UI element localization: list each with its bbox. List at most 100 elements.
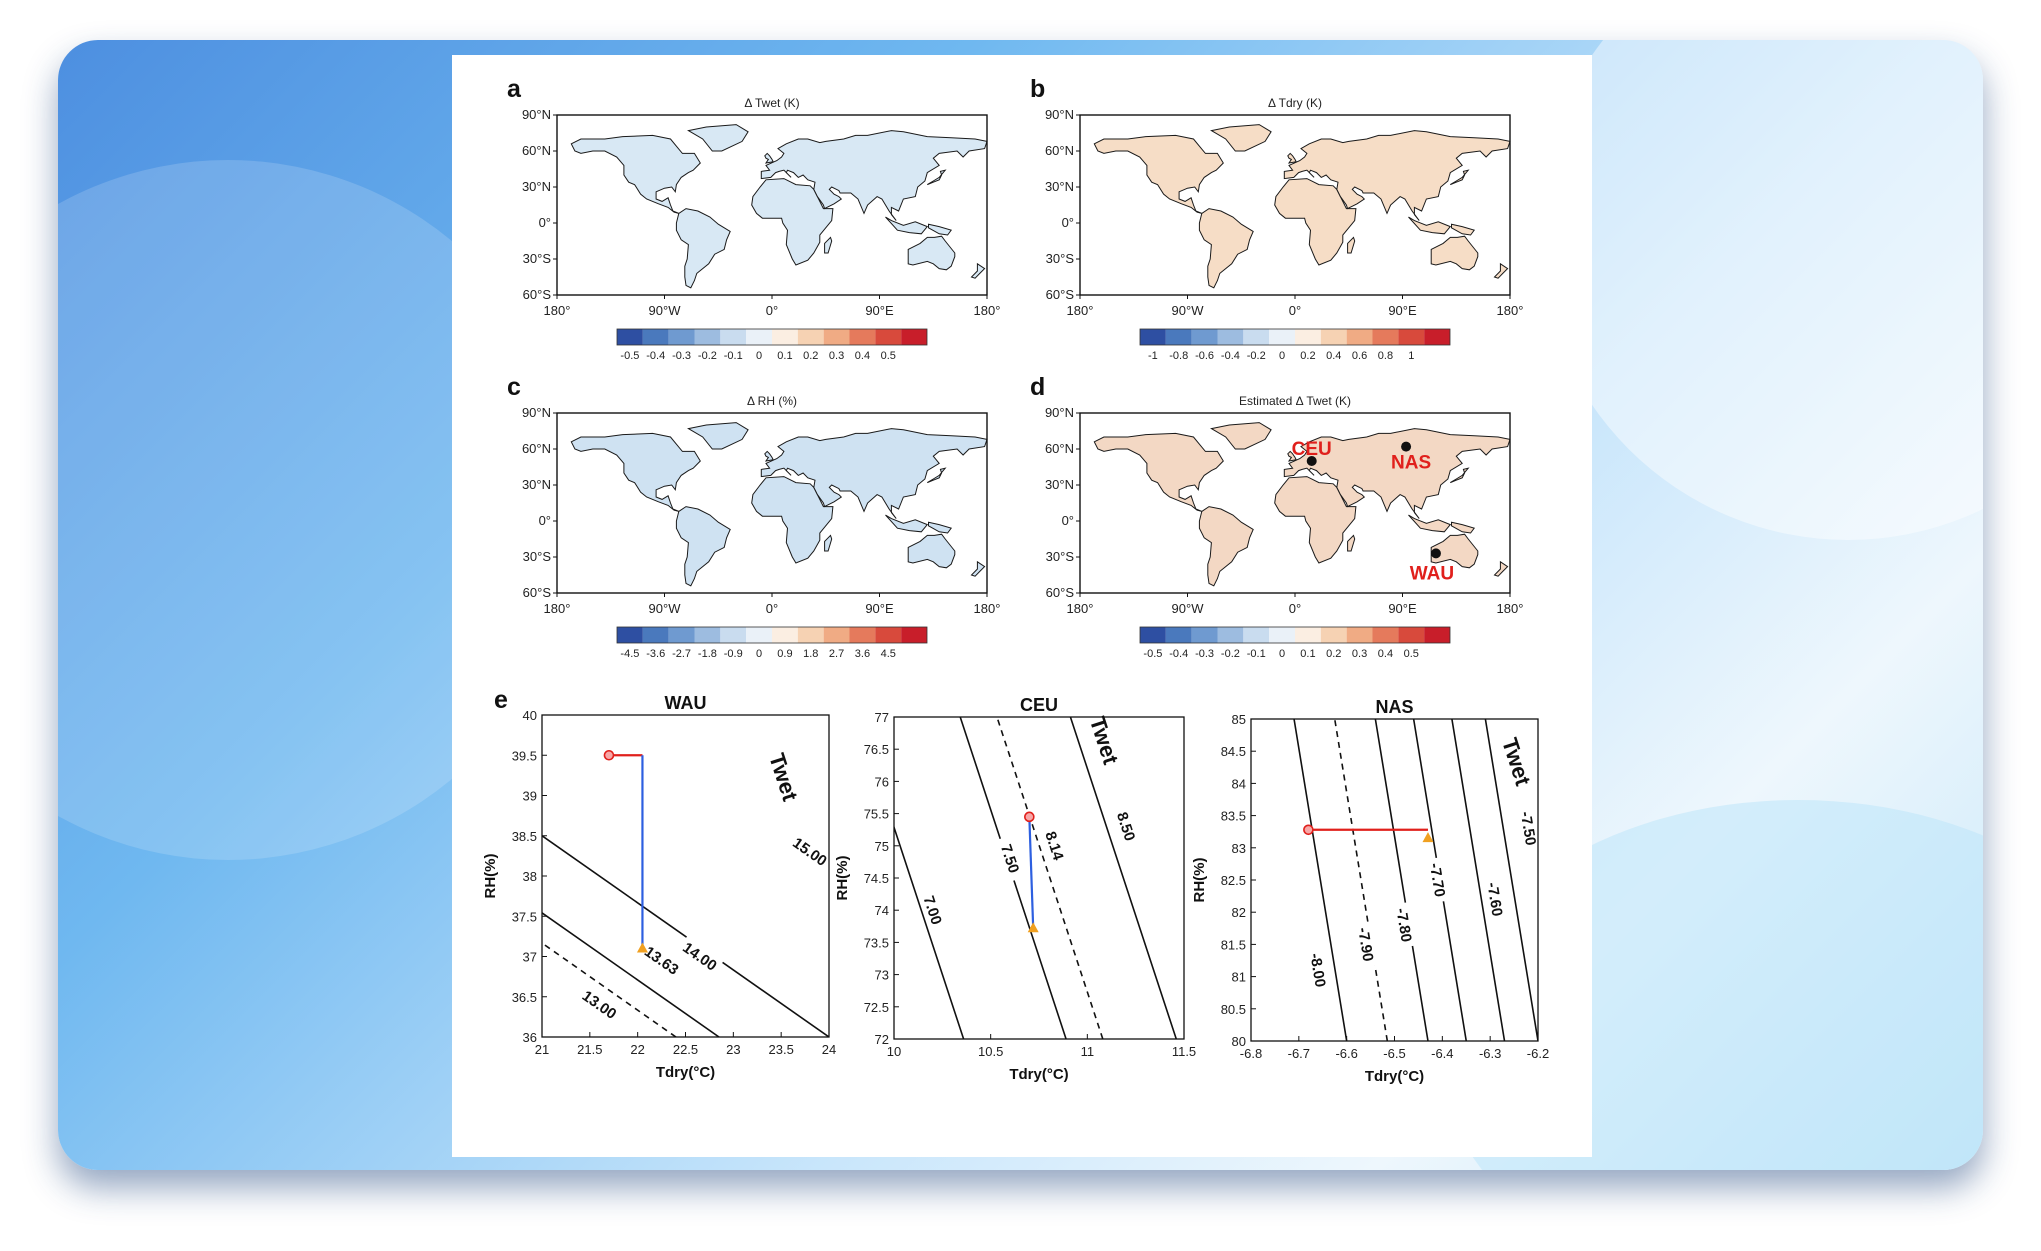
colorbar-swatch — [1269, 627, 1295, 643]
landmass-japan — [927, 467, 947, 484]
lat-tick-label: 0° — [539, 215, 551, 230]
colorbar-tick-label: -0.1 — [1247, 648, 1266, 660]
colorbar-tick-label: 0.3 — [829, 350, 844, 362]
lon-tick-label: 0° — [1289, 601, 1301, 616]
lon-tick-label: 180° — [974, 303, 1001, 318]
colorbar-swatch — [1243, 627, 1270, 643]
colorbar-tick-label: -0.3 — [672, 350, 691, 362]
lat-tick-label: 60°S — [523, 585, 552, 600]
y-tick-label: 77 — [875, 710, 889, 725]
region-label: NAS — [1391, 453, 1431, 474]
colorbar-tick-label: -0.2 — [1247, 350, 1266, 362]
panel-title: Δ Twet (K) — [744, 96, 799, 110]
y-tick-label: 82 — [1232, 905, 1246, 920]
x-tick-label: 11 — [1081, 1044, 1095, 1059]
colorbar-swatch — [668, 627, 695, 643]
landmass-africa — [1274, 476, 1357, 564]
colorbar-tick-label: -4.5 — [620, 648, 639, 660]
contour-lines — [1293, 719, 1538, 1041]
colorbar-swatch — [642, 627, 669, 643]
y-tick-label: 76 — [875, 774, 889, 789]
contour-label-mask — [1112, 802, 1144, 850]
colorbar-swatch — [1398, 627, 1425, 643]
contour-label-mask — [1393, 901, 1419, 948]
x-tick-label: 22 — [630, 1042, 644, 1057]
lat-tick-label: 60°S — [1046, 585, 1075, 600]
colorbar-tick-label: 0.2 — [803, 350, 818, 362]
colorbar-swatch — [1140, 627, 1166, 643]
lon-tick-label: 180° — [1067, 601, 1094, 616]
landmass-africa — [751, 178, 834, 266]
x-tick-label: 22.5 — [673, 1042, 698, 1057]
colorbar-swatch — [772, 627, 798, 643]
colorbar-swatch — [823, 329, 850, 345]
x-tick-label: -6.6 — [1335, 1046, 1357, 1061]
colorbar-tick-label: 0 — [756, 648, 762, 660]
lon-tick-label: 180° — [974, 601, 1001, 616]
colorbar-tick-label: 0.8 — [1378, 350, 1393, 362]
colorbar-swatch — [875, 329, 902, 345]
x-axis-label: Tdry(°C) — [656, 1064, 715, 1081]
contour-label-mask — [1484, 875, 1510, 923]
twet-contour-line — [542, 834, 829, 1037]
landmass-eurasia — [760, 130, 988, 221]
map-panel-d: d Estimated Δ Twet (K) 90°N 60°N 30°N 0° 30°S 6… — [1030, 373, 1523, 660]
twet-contour-line — [1374, 719, 1429, 1041]
contour-label-mask — [919, 885, 950, 934]
region-label: CEU — [1292, 439, 1332, 460]
colorbar-swatch — [617, 627, 643, 643]
contour-label-mask — [1427, 856, 1452, 903]
colorbar-swatch — [668, 329, 695, 345]
colorbar-tick-label: 0 — [1279, 350, 1285, 362]
landmass-namerica — [570, 134, 701, 214]
subplot-title: NAS — [1375, 697, 1413, 717]
colorbar-swatch — [1320, 329, 1347, 345]
colorbar-swatch — [1398, 329, 1425, 345]
colorbar-swatch — [1372, 627, 1399, 643]
landmass-australia — [907, 235, 956, 271]
contour-label-mask — [1040, 821, 1072, 869]
start-point — [603, 749, 615, 761]
colorbar-swatch — [875, 627, 902, 643]
subplot-title: WAU — [665, 693, 707, 713]
twet-contour-line — [1293, 719, 1348, 1041]
contour-label-mask — [787, 830, 835, 871]
landmass-australia — [1430, 235, 1479, 271]
twet-contour-line — [1484, 719, 1538, 1041]
colorbar-tick-label: -2.7 — [672, 648, 691, 660]
region-label: WAU — [1410, 563, 1454, 584]
contour-label: -7.50 — [1517, 810, 1539, 847]
colorbar-tick-label: 0 — [1279, 648, 1285, 660]
colorbar-swatch — [746, 627, 772, 643]
twet-contour-line — [542, 942, 677, 1037]
panel-letter: c — [507, 373, 521, 401]
x-tick-label: 10 — [887, 1044, 901, 1059]
lat-tick-label: 60°N — [1045, 143, 1074, 158]
landmass-indonesia — [885, 514, 929, 533]
landmass-newguinea — [928, 223, 953, 236]
x-tick-label: 23.5 — [769, 1042, 794, 1057]
landmass-greenland — [687, 124, 749, 152]
colorbar-tick-label: 0.3 — [1352, 648, 1367, 660]
colorbar-swatch — [720, 329, 747, 345]
colorbar-tick-label: -1.8 — [698, 648, 717, 660]
lon-tick-label: 180° — [544, 601, 571, 616]
lon-tick-label: 90°E — [865, 601, 894, 616]
lat-tick-label: 60°S — [523, 287, 552, 302]
y-tick-label: 75 — [875, 839, 889, 854]
lon-tick-label: 90°E — [1388, 303, 1417, 318]
colorbar-tick-label: 1.8 — [803, 648, 818, 660]
colorbar-swatch — [1140, 329, 1166, 345]
lat-tick-label: 90°N — [522, 107, 551, 122]
contour-label: -8.00 — [1306, 952, 1328, 989]
colorbar-tick-label: -0.4 — [1169, 648, 1188, 660]
lon-tick-label: 90°W — [649, 601, 682, 616]
landmass-uk — [1287, 450, 1297, 462]
colorbar-swatch — [1269, 329, 1295, 345]
y-tick-label: 37.5 — [512, 909, 537, 924]
x-tick-label: -6.8 — [1240, 1046, 1262, 1061]
y-axis-label: RH(%) — [482, 854, 499, 899]
x-tick-label: -6.4 — [1431, 1046, 1453, 1061]
